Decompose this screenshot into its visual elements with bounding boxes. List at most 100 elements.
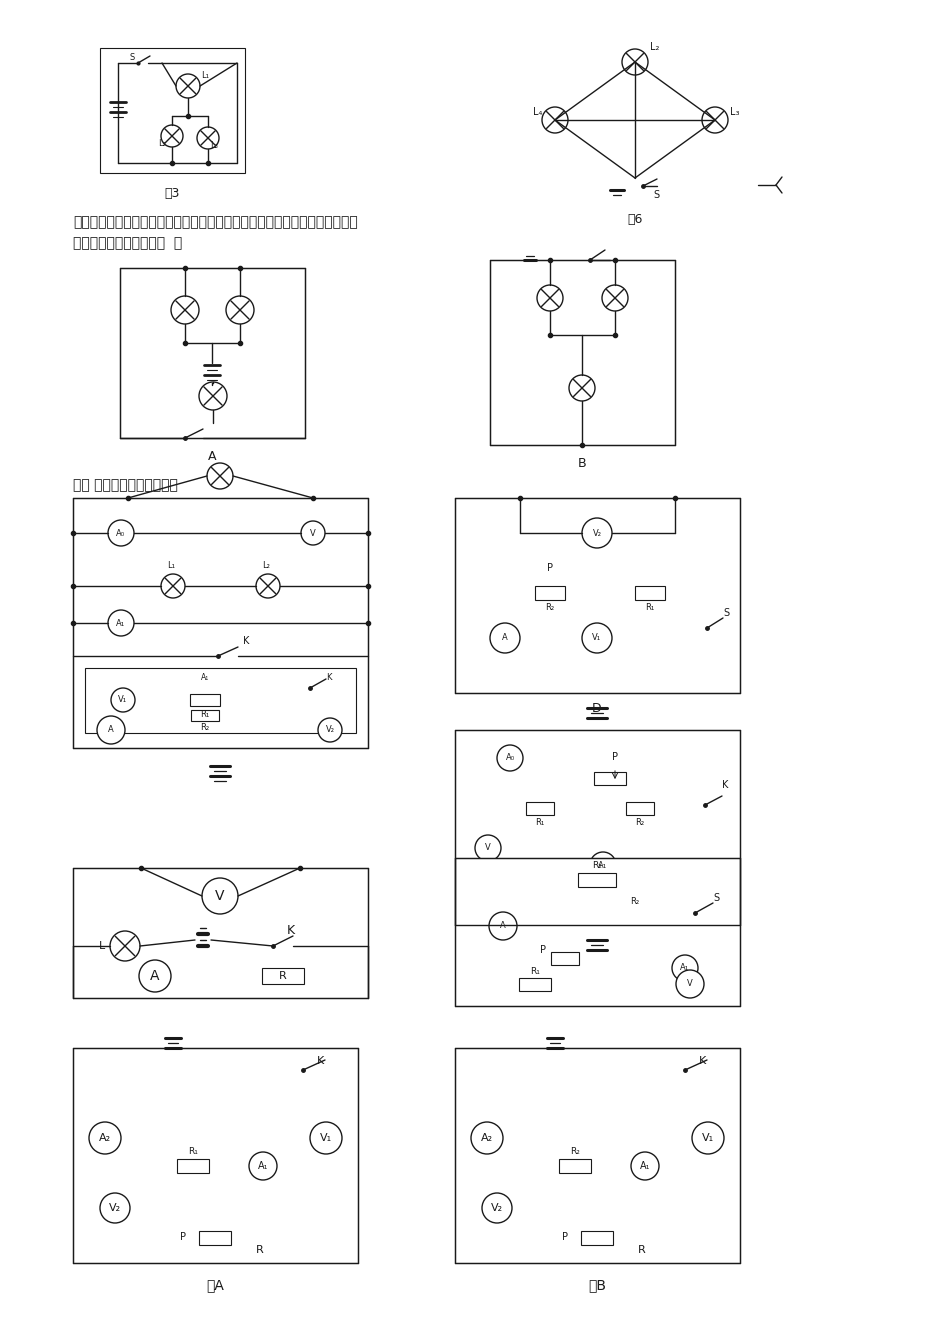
Text: A₂: A₂ [99, 1133, 111, 1142]
Text: R₂: R₂ [545, 603, 555, 612]
Text: L₃: L₃ [730, 108, 739, 117]
Text: A₁: A₁ [117, 618, 125, 628]
Bar [120, 267, 305, 438]
Circle shape [475, 835, 501, 862]
Text: A₁: A₁ [200, 673, 209, 681]
Text: R: R [279, 970, 287, 981]
Circle shape [161, 125, 183, 146]
Text: V: V [216, 888, 225, 903]
Circle shape [108, 520, 134, 546]
Bar [177, 1159, 209, 1173]
Text: R₁: R₁ [645, 603, 655, 612]
Text: A: A [500, 922, 505, 930]
Circle shape [582, 624, 612, 653]
Circle shape [590, 852, 616, 878]
Text: K: K [722, 780, 729, 790]
Text: A: A [208, 450, 217, 462]
Bar [581, 1231, 613, 1245]
Circle shape [631, 1152, 659, 1180]
Text: K: K [287, 925, 295, 937]
Text: P: P [547, 563, 553, 573]
Bar [73, 868, 368, 999]
Text: A₁: A₁ [598, 860, 608, 870]
Text: V₂: V₂ [326, 726, 334, 735]
Text: A₀: A₀ [505, 754, 515, 762]
Bar [191, 710, 219, 720]
Text: A: A [503, 633, 508, 642]
Text: R₂: R₂ [200, 723, 210, 732]
Text: L₂: L₂ [650, 42, 659, 52]
Bar [262, 968, 304, 984]
Text: L₁: L₁ [167, 560, 175, 570]
Text: S: S [129, 54, 135, 63]
Circle shape [582, 517, 612, 548]
Bar [455, 499, 740, 694]
Text: R: R [256, 1245, 264, 1255]
Bar [594, 771, 626, 785]
Text: L: L [99, 941, 105, 952]
Circle shape [542, 108, 568, 133]
Bar [73, 1048, 358, 1263]
Bar [455, 1048, 740, 1263]
Circle shape [602, 285, 628, 310]
Circle shape [171, 296, 199, 324]
Text: R₁: R₁ [536, 818, 544, 827]
Circle shape [161, 574, 185, 598]
Text: R₂: R₂ [592, 862, 602, 870]
Text: A₂: A₂ [481, 1133, 493, 1142]
Circle shape [207, 462, 233, 489]
Bar [559, 1159, 591, 1173]
Circle shape [199, 382, 227, 410]
Circle shape [692, 1122, 724, 1154]
Bar [190, 694, 220, 706]
Text: 以以以以下图中，是几位同学画出的三个小灯泡连接的电路图，你认为三个小: 以以以以下图中，是几位同学画出的三个小灯泡连接的电路图，你认为三个小 [73, 215, 358, 228]
Text: R₂: R₂ [570, 1146, 580, 1156]
Text: R₁: R₁ [188, 1146, 198, 1156]
Bar [526, 801, 554, 814]
Bar [455, 857, 740, 1007]
Circle shape [202, 878, 238, 914]
Circle shape [100, 1193, 130, 1223]
Bar [540, 884, 730, 921]
Text: L₂: L₂ [158, 138, 166, 148]
Bar [535, 586, 565, 599]
Circle shape [249, 1152, 277, 1180]
Text: S: S [653, 190, 659, 200]
Text: R₁: R₁ [200, 710, 210, 719]
Text: D: D [592, 702, 601, 715]
Bar [578, 874, 616, 887]
Text: V: V [310, 528, 315, 538]
Text: V₂: V₂ [109, 1203, 121, 1214]
Text: K: K [699, 1056, 707, 1066]
Circle shape [672, 956, 698, 981]
Bar [551, 952, 579, 965]
Text: 图B: 图B [588, 1278, 606, 1292]
Circle shape [622, 48, 648, 75]
Text: 图A: 图A [206, 1278, 224, 1292]
Text: V₁: V₁ [119, 695, 127, 704]
Text: S: S [723, 607, 730, 618]
Circle shape [490, 624, 520, 653]
Circle shape [569, 375, 595, 401]
Text: A₁: A₁ [680, 964, 690, 973]
Text: A: A [150, 969, 160, 982]
Text: S: S [713, 892, 719, 903]
Circle shape [471, 1122, 503, 1154]
Circle shape [702, 108, 728, 133]
Text: V₁: V₁ [702, 1133, 714, 1142]
Text: P: P [562, 1232, 568, 1242]
Text: V₁: V₁ [593, 633, 601, 642]
Circle shape [176, 74, 200, 98]
Circle shape [111, 688, 135, 712]
Circle shape [110, 931, 140, 961]
Text: P: P [612, 753, 618, 762]
Bar [490, 259, 675, 445]
Text: P: P [180, 1232, 186, 1242]
Text: B: B [579, 457, 587, 470]
Bar [635, 586, 665, 599]
Circle shape [537, 285, 563, 310]
Text: L₁: L₁ [201, 71, 209, 81]
Circle shape [310, 1122, 342, 1154]
Text: V₂: V₂ [491, 1203, 504, 1214]
Text: V: V [485, 844, 491, 852]
